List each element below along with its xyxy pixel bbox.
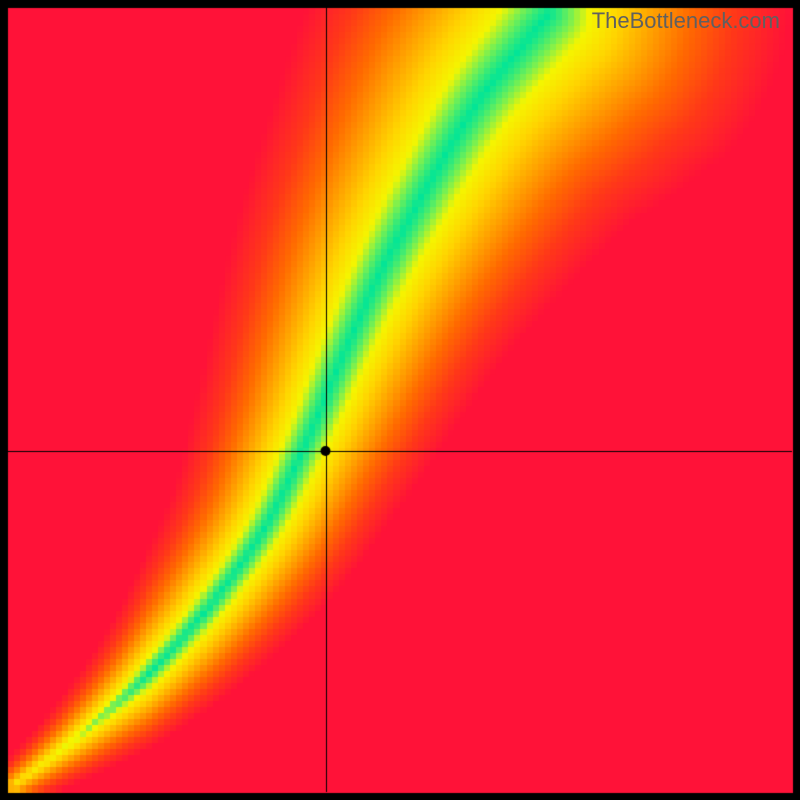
watermark-text: TheBottleneck.com xyxy=(592,8,780,34)
chart-container: TheBottleneck.com xyxy=(0,0,800,800)
heatmap-canvas xyxy=(0,0,800,800)
